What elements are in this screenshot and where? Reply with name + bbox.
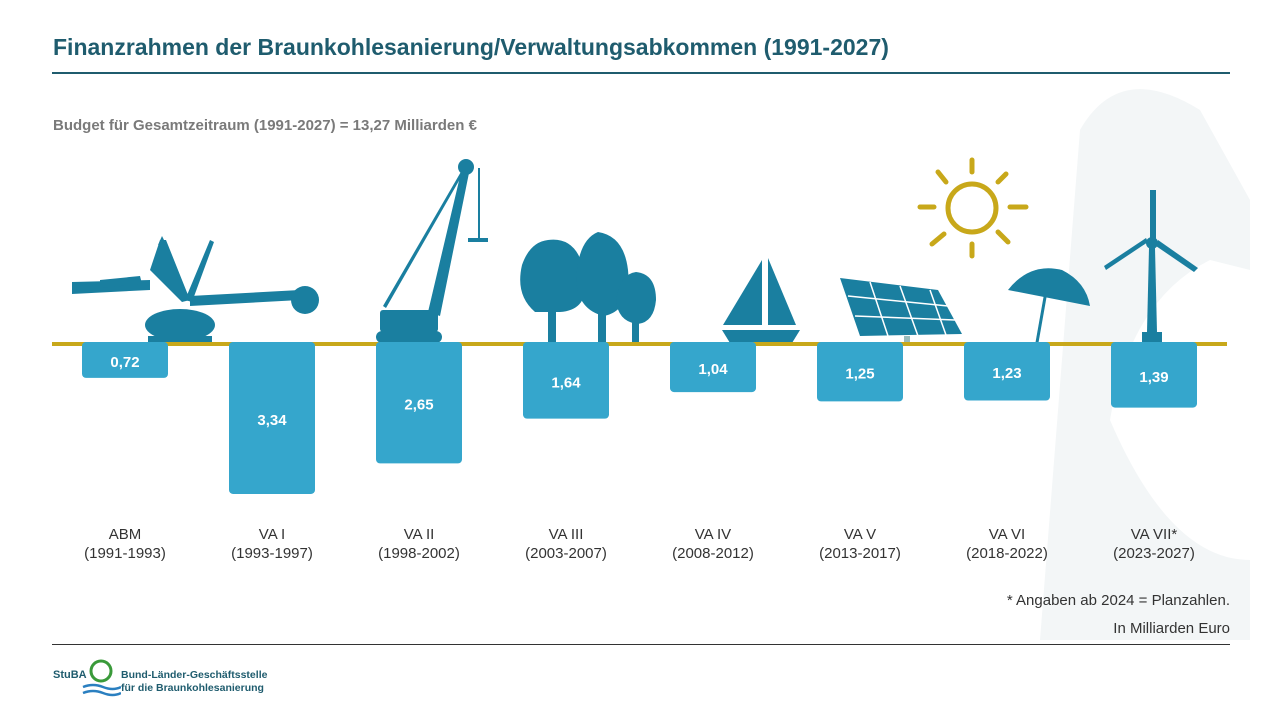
chart-subtitle: Budget für Gesamtzeitraum (1991-2027) = … — [53, 117, 477, 134]
title-divider — [52, 72, 1230, 74]
crane-icon — [376, 159, 488, 343]
category-label-6: VA VI — [989, 526, 1025, 543]
bar-6 — [964, 342, 1050, 401]
excavator-icon — [72, 236, 319, 343]
category-period-0: (1991-1993) — [84, 545, 166, 562]
logo-mark-icon — [82, 659, 121, 697]
category-period-6: (2018-2022) — [966, 545, 1048, 562]
value-label-7: 1,39 — [1139, 369, 1168, 386]
solar-panel-icon — [840, 278, 962, 344]
category-label-3: VA III — [549, 526, 584, 543]
bar-5 — [817, 342, 903, 402]
category-label-2: VA II — [404, 526, 435, 543]
category-period-3: (2003-2007) — [525, 545, 607, 562]
sailboat-icon — [722, 258, 800, 343]
bar-1 — [229, 342, 315, 494]
stuba-logo: StuBA Bund-Länder-Geschäftsstelle für di… — [53, 657, 293, 697]
logo-abbreviation: StuBA — [53, 669, 87, 681]
footnote: * Angaben ab 2024 = Planzahlen. — [1006, 592, 1230, 609]
category-label-7: VA VII* — [1131, 526, 1178, 543]
logo-line-1: Bund-Länder-Geschäftsstelle — [121, 669, 268, 681]
sun-umbrella-icon — [1008, 268, 1090, 344]
unit-note: In Milliarden Euro — [1113, 620, 1230, 637]
bar-3 — [523, 342, 609, 419]
value-label-3: 1,64 — [551, 374, 581, 391]
chart-title: Finanzrahmen der Braunkohlesanierung/Ver… — [53, 34, 889, 60]
bar-2 — [376, 342, 462, 464]
bar-chart: 0,72 ABM (1991-1993) 3,34 VA I (1993-1997) 2,6… — [52, 157, 1227, 562]
wind-turbine-icon — [1104, 190, 1198, 344]
value-label-4: 1,04 — [698, 361, 728, 378]
category-period-4: (2008-2012) — [672, 545, 754, 562]
value-label-1: 3,34 — [257, 412, 287, 429]
category-period-7: (2023-2027) — [1113, 545, 1195, 562]
category-label-4: VA IV — [695, 526, 731, 543]
bar-7 — [1111, 342, 1197, 408]
bar-4 — [670, 342, 756, 393]
category-period-2: (1998-2002) — [378, 545, 460, 562]
bar-0 — [82, 342, 168, 378]
category-period-5: (2013-2017) — [819, 545, 901, 562]
category-label-0: ABM — [109, 526, 142, 543]
trees-icon — [520, 232, 656, 344]
value-label-2: 2,65 — [404, 397, 433, 414]
category-period-1: (1993-1997) — [231, 545, 313, 562]
value-label-5: 1,25 — [845, 366, 874, 383]
value-label-6: 1,23 — [992, 365, 1021, 382]
value-label-0: 0,72 — [110, 354, 139, 371]
sun-icon — [917, 157, 1029, 259]
category-label-1: VA I — [259, 526, 285, 543]
footer-divider — [52, 644, 1230, 645]
category-label-5: VA V — [844, 526, 876, 543]
logo-line-2: für die Braunkohlesanierung — [121, 682, 264, 694]
